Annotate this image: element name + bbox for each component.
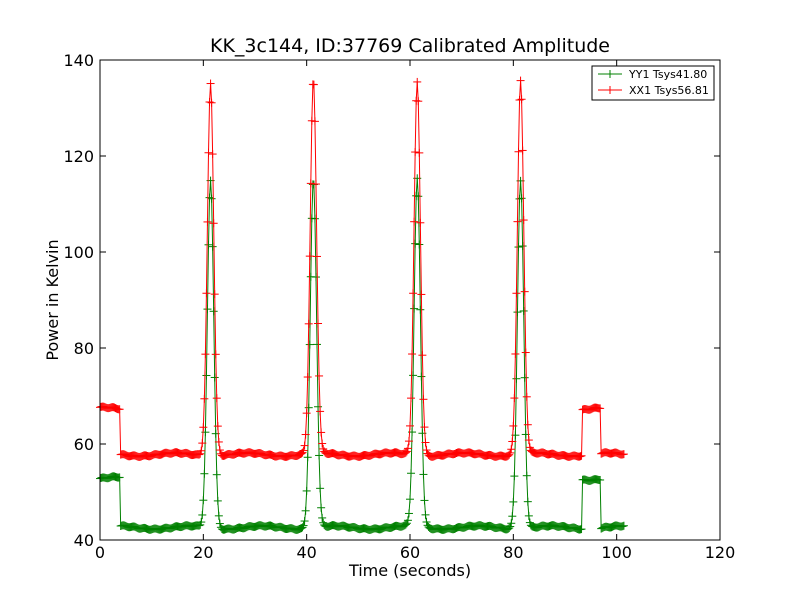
x-tick-label: 20 <box>193 543 213 562</box>
y-axis-label: Power in Kelvin <box>43 239 62 360</box>
legend: YY1 Tsys41.80 XX1 Tsys56.81 <box>591 65 715 101</box>
y-tick-label: 120 <box>63 147 94 166</box>
legend-box <box>591 65 715 101</box>
y-tick-label: 60 <box>74 435 94 454</box>
y-tick-label: 40 <box>74 531 94 550</box>
x-tick-label: 60 <box>400 543 420 562</box>
x-tick-label: 0 <box>95 543 105 562</box>
y-ticks: 40 60 80 100 120 140 <box>63 51 720 550</box>
y-tick-label: 80 <box>74 339 94 358</box>
x-ticks: 0 20 40 60 80 100 120 <box>95 60 735 562</box>
legend-label-xx1: XX1 Tsys56.81 <box>629 84 709 97</box>
legend-label-yy1: YY1 Tsys41.80 <box>628 68 707 81</box>
x-tick-label: 100 <box>601 543 632 562</box>
y-tick-label: 100 <box>63 243 94 262</box>
plot-series <box>96 76 628 534</box>
x-tick-label: 80 <box>503 543 523 562</box>
x-tick-label: 40 <box>296 543 316 562</box>
y-tick-label: 140 <box>63 51 94 70</box>
x-axis-label: Time (seconds) <box>348 561 471 580</box>
x-tick-label: 120 <box>705 543 736 562</box>
series-markers-1 <box>96 76 628 461</box>
chart-title: KK_3c144, ID:37769 Calibrated Amplitude <box>210 35 610 57</box>
